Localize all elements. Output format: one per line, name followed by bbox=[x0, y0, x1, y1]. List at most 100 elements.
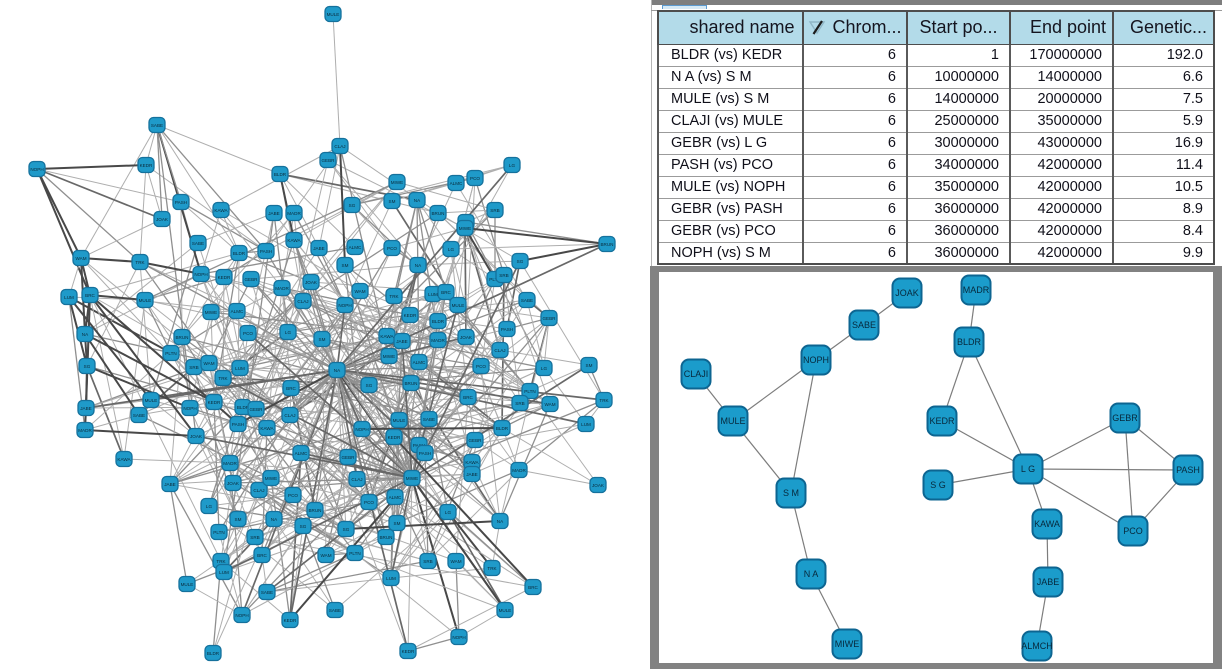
svg-text:BRC: BRC bbox=[441, 290, 451, 295]
svg-text:PLTN: PLTN bbox=[213, 530, 224, 535]
svg-text:ALMC: ALMC bbox=[231, 309, 244, 314]
svg-text:MADR: MADR bbox=[431, 338, 445, 343]
svg-text:JOAK: JOAK bbox=[190, 434, 203, 439]
svg-text:JABE: JABE bbox=[396, 339, 408, 344]
svg-text:TRK: TRK bbox=[135, 260, 145, 265]
svg-text:NA: NA bbox=[415, 263, 422, 268]
svg-text:SRB: SRB bbox=[189, 365, 198, 370]
svg-text:NOPH: NOPH bbox=[338, 303, 351, 308]
svg-text:BRC: BRC bbox=[257, 553, 267, 558]
svg-text:MADR: MADR bbox=[963, 285, 990, 295]
svg-text:MULE: MULE bbox=[145, 398, 158, 403]
svg-text:JOAK: JOAK bbox=[592, 483, 605, 488]
svg-text:CLAJ: CLAJ bbox=[334, 144, 345, 149]
svg-text:BLDR: BLDR bbox=[274, 172, 287, 177]
svg-text:GEBR: GEBR bbox=[542, 316, 556, 321]
svg-text:SM: SM bbox=[319, 337, 326, 342]
svg-text:MULE: MULE bbox=[139, 298, 152, 303]
svg-text:JABE: JABE bbox=[466, 472, 478, 477]
svg-text:PLTN: PLTN bbox=[349, 551, 360, 556]
svg-text:JOAK: JOAK bbox=[227, 481, 240, 486]
svg-text:MIWE: MIWE bbox=[205, 310, 218, 315]
svg-text:SABE: SABE bbox=[261, 590, 273, 595]
svg-text:LUM: LUM bbox=[428, 292, 438, 297]
svg-text:PASH: PASH bbox=[1176, 465, 1200, 475]
svg-text:KEDR: KEDR bbox=[208, 400, 221, 405]
svg-text:PLTN: PLTN bbox=[489, 277, 500, 282]
svg-text:BLDR: BLDR bbox=[207, 651, 220, 656]
svg-text:WAM: WAM bbox=[75, 256, 86, 261]
svg-text:MULE: MULE bbox=[393, 418, 406, 423]
svg-text:BRC: BRC bbox=[85, 293, 95, 298]
svg-text:ALMC: ALMC bbox=[295, 451, 308, 456]
svg-text:LUM: LUM bbox=[386, 576, 396, 581]
svg-text:MADR: MADR bbox=[275, 286, 289, 291]
svg-text:PASH: PASH bbox=[501, 327, 513, 332]
svg-text:MULE: MULE bbox=[452, 303, 465, 308]
svg-text:PLTN: PLTN bbox=[524, 389, 535, 394]
svg-text:PCO: PCO bbox=[476, 364, 486, 369]
svg-text:NOPH: NOPH bbox=[355, 427, 368, 432]
svg-text:KAWA: KAWA bbox=[214, 208, 228, 213]
svg-text:BRUN: BRUN bbox=[404, 381, 417, 386]
svg-text:SABE: SABE bbox=[329, 608, 341, 613]
svg-text:SM: SM bbox=[342, 263, 349, 268]
svg-text:BRC: BRC bbox=[528, 585, 538, 590]
svg-text:GEBR: GEBR bbox=[249, 407, 263, 412]
svg-text:KEDR: KEDR bbox=[388, 435, 401, 440]
svg-text:MIWE: MIWE bbox=[459, 226, 472, 231]
svg-text:NA: NA bbox=[414, 198, 421, 203]
svg-text:PCO: PCO bbox=[387, 246, 397, 251]
svg-text:JABE: JABE bbox=[268, 211, 280, 216]
svg-text:MULE: MULE bbox=[499, 608, 512, 613]
svg-text:PCO: PCO bbox=[243, 331, 253, 336]
svg-text:LG: LG bbox=[285, 330, 292, 335]
svg-text:JABE: JABE bbox=[313, 246, 325, 251]
svg-text:MIWE: MIWE bbox=[835, 639, 860, 649]
svg-text:PLTN: PLTN bbox=[165, 351, 176, 356]
svg-text:KEDR: KEDR bbox=[140, 163, 153, 168]
svg-text:MADR: MADR bbox=[287, 211, 301, 216]
svg-text:ALMCH: ALMCH bbox=[1021, 641, 1053, 651]
svg-text:ALMC: ALMC bbox=[349, 245, 362, 250]
svg-text:LG: LG bbox=[445, 510, 452, 515]
svg-text:JOAK: JOAK bbox=[895, 288, 919, 298]
svg-text:MIWE: MIWE bbox=[265, 476, 278, 481]
svg-text:MULE: MULE bbox=[327, 12, 340, 17]
svg-text:ALMC: ALMC bbox=[413, 360, 426, 365]
svg-text:JOAK: JOAK bbox=[305, 280, 318, 285]
svg-text:MADR: MADR bbox=[223, 461, 237, 466]
svg-text:LUM: LUM bbox=[235, 366, 245, 371]
svg-text:NOPH: NOPH bbox=[452, 635, 465, 640]
svg-text:KEDR: KEDR bbox=[218, 275, 231, 280]
svg-text:SRB: SRB bbox=[423, 559, 432, 564]
svg-text:N A: N A bbox=[804, 569, 819, 579]
svg-text:BLDR: BLDR bbox=[957, 337, 982, 347]
svg-text:KEDR: KEDR bbox=[284, 618, 297, 623]
svg-text:SG: SG bbox=[517, 259, 524, 264]
svg-text:SM: SM bbox=[389, 199, 396, 204]
svg-text:PCO: PCO bbox=[470, 176, 480, 181]
svg-text:KEDR: KEDR bbox=[404, 313, 417, 318]
svg-text:PASH: PASH bbox=[413, 443, 425, 448]
svg-text:SABE: SABE bbox=[192, 241, 204, 246]
svg-text:SABE: SABE bbox=[133, 413, 145, 418]
svg-text:LUM: LUM bbox=[581, 422, 591, 427]
svg-text:JABE: JABE bbox=[80, 406, 92, 411]
svg-text:WAM: WAM bbox=[320, 553, 331, 558]
svg-text:SG: SG bbox=[343, 527, 350, 532]
svg-text:WAM: WAM bbox=[354, 289, 365, 294]
svg-text:TRK: TRK bbox=[218, 376, 228, 381]
svg-text:SRB: SRB bbox=[515, 401, 524, 406]
svg-text:NA: NA bbox=[497, 519, 504, 524]
svg-text:CLAJ: CLAJ bbox=[297, 299, 308, 304]
svg-text:BRUN: BRUN bbox=[431, 211, 444, 216]
svg-text:BRUN: BRUN bbox=[308, 508, 321, 513]
svg-text:MIWE: MIWE bbox=[391, 180, 404, 185]
svg-text:NA: NA bbox=[82, 332, 89, 337]
svg-text:SRB: SRB bbox=[490, 208, 499, 213]
svg-text:PASH: PASH bbox=[260, 249, 272, 254]
svg-text:CLAJ: CLAJ bbox=[253, 488, 264, 493]
svg-text:NOPH: NOPH bbox=[194, 272, 207, 277]
svg-text:KAWA: KAWA bbox=[465, 460, 479, 465]
